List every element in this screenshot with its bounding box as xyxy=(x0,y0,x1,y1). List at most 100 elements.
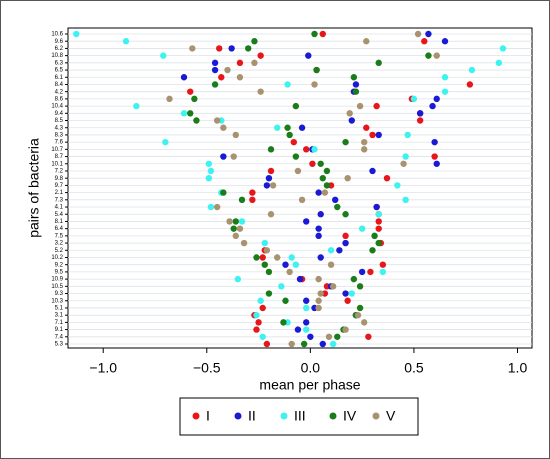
point xyxy=(300,340,308,348)
point xyxy=(402,153,409,160)
point xyxy=(334,333,341,340)
point xyxy=(303,297,310,304)
point xyxy=(363,38,370,45)
y-tick-label: 9.6 xyxy=(55,39,64,45)
point xyxy=(218,74,225,81)
point xyxy=(379,268,387,276)
point xyxy=(257,52,264,59)
point xyxy=(193,117,200,124)
point xyxy=(257,297,264,304)
point xyxy=(373,203,380,211)
point xyxy=(280,319,287,326)
point xyxy=(263,340,271,348)
point xyxy=(220,153,227,160)
y-tick-label: 3.1 xyxy=(55,313,64,319)
point xyxy=(342,290,349,297)
point xyxy=(191,95,198,103)
point xyxy=(180,74,188,81)
plot-area xyxy=(67,27,533,349)
point xyxy=(213,203,221,211)
point xyxy=(187,110,194,117)
legend-marker xyxy=(192,412,200,420)
point xyxy=(433,95,440,103)
y-tick-label: 4.2 xyxy=(55,89,64,95)
point xyxy=(361,146,368,153)
point xyxy=(240,239,248,247)
legend-label: IV xyxy=(343,408,357,424)
point xyxy=(230,225,237,232)
point xyxy=(410,95,418,103)
point xyxy=(261,239,268,247)
legend-marker xyxy=(280,412,288,420)
point xyxy=(342,211,349,218)
y-tick-label: 8.3 xyxy=(55,133,64,139)
y-tick-label: 2.1 xyxy=(55,190,64,196)
point xyxy=(315,304,322,312)
point xyxy=(236,225,244,232)
point xyxy=(251,59,258,67)
point xyxy=(358,268,366,276)
x-tick-label: 0.5 xyxy=(404,360,424,376)
y-tick-label: 10.2 xyxy=(51,255,63,261)
point xyxy=(327,261,335,268)
point xyxy=(238,196,246,204)
point xyxy=(261,261,268,268)
point xyxy=(375,211,382,218)
point xyxy=(303,146,310,153)
y-tick-label: 10.1 xyxy=(51,161,63,167)
point xyxy=(245,45,252,52)
y-tick-label: 7.5 xyxy=(55,233,64,239)
legend-label: II xyxy=(248,408,256,424)
point xyxy=(367,268,374,276)
point xyxy=(292,153,300,160)
point xyxy=(282,261,289,268)
point xyxy=(317,290,324,297)
point xyxy=(373,102,380,110)
point xyxy=(263,182,271,189)
y-tick-label: 10.8 xyxy=(51,53,63,59)
y-tick-label: 10.9 xyxy=(51,277,63,283)
point xyxy=(286,268,293,276)
point xyxy=(133,102,140,110)
y-tick-label: 7.4 xyxy=(55,334,64,340)
point xyxy=(292,261,300,268)
y-tick-label: 9.5 xyxy=(55,269,64,275)
y-tick-label: 6.4 xyxy=(55,226,64,232)
y-tick-label: 9.1 xyxy=(55,327,64,333)
y-tick-label: 7.2 xyxy=(55,169,64,175)
point xyxy=(394,182,401,189)
point xyxy=(313,66,320,74)
legend-label: V xyxy=(386,408,396,424)
point xyxy=(371,232,378,240)
x-axis-title: mean per phase xyxy=(259,377,360,393)
point xyxy=(342,232,349,240)
point xyxy=(466,81,474,88)
point xyxy=(282,297,289,304)
point xyxy=(468,66,476,74)
point xyxy=(356,304,364,312)
y-tick-label: 8.5 xyxy=(55,118,64,124)
point xyxy=(220,189,227,196)
point xyxy=(284,124,291,131)
point xyxy=(216,45,223,52)
point xyxy=(251,38,258,45)
y-tick-label: 8.4 xyxy=(55,82,64,88)
point xyxy=(431,138,438,146)
point xyxy=(350,275,358,283)
point xyxy=(249,196,256,204)
y-tick-label: 4.3 xyxy=(55,125,64,131)
point xyxy=(315,232,322,240)
point xyxy=(265,268,273,276)
point xyxy=(236,74,244,81)
point xyxy=(325,333,333,340)
point xyxy=(369,131,376,139)
point xyxy=(344,174,351,182)
point xyxy=(356,102,364,110)
point xyxy=(228,45,235,52)
point xyxy=(288,254,295,261)
point xyxy=(400,160,407,167)
point xyxy=(441,38,449,45)
point xyxy=(230,153,237,160)
point xyxy=(495,59,503,67)
point xyxy=(375,225,382,232)
